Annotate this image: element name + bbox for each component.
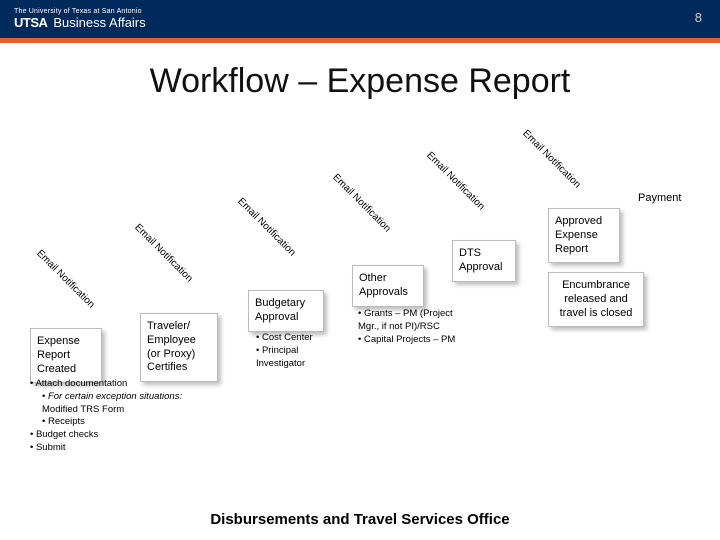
- slide-header: The University of Texas at San Antonio U…: [0, 0, 720, 38]
- workflow-step-s5: DTSApproval: [452, 240, 516, 282]
- workflow-step-s2: Traveler/Employee(or Proxy)Certifies: [140, 313, 218, 382]
- workflow-step-s4: OtherApprovals: [352, 265, 424, 307]
- workflow-step-s7: Encumbrancereleased andtravel is closed: [548, 272, 644, 327]
- email-notification-label-3: Email Notification: [330, 172, 392, 234]
- university-name: The University of Texas at San Antonio: [14, 8, 146, 15]
- workflow-step-s8: Payment: [638, 192, 700, 204]
- bullets-s3: • Cost Center• Principal Investigator: [254, 332, 349, 370]
- workflow-step-s3: BudgetaryApproval: [248, 290, 324, 332]
- email-notification-label-2: Email Notification: [235, 196, 297, 258]
- utsa-logo-text: UTSA: [14, 15, 47, 30]
- email-notification-label-1: Email Notification: [132, 222, 194, 284]
- slide-footer: Disbursements and Travel Services Office: [0, 511, 720, 528]
- page-number: 8: [695, 10, 702, 25]
- business-affairs-text: Business Affairs: [53, 15, 145, 30]
- workflow-step-s1: ExpenseReportCreated: [30, 328, 102, 383]
- workflow-step-s6: ApprovedExpenseReport: [548, 208, 620, 263]
- bullets-s4: • Grants – PM (Project Mgr., if not PI)/…: [356, 308, 456, 346]
- accent-bar: [0, 38, 720, 43]
- email-notification-label-5: Email Notification: [520, 128, 582, 190]
- email-notification-label-4: Email Notification: [424, 150, 486, 212]
- email-notification-label-0: Email Notification: [34, 248, 96, 310]
- bullets-s1: • Attach documentation• For certain exce…: [28, 378, 198, 455]
- slide-title: Workflow – Expense Report: [0, 62, 720, 101]
